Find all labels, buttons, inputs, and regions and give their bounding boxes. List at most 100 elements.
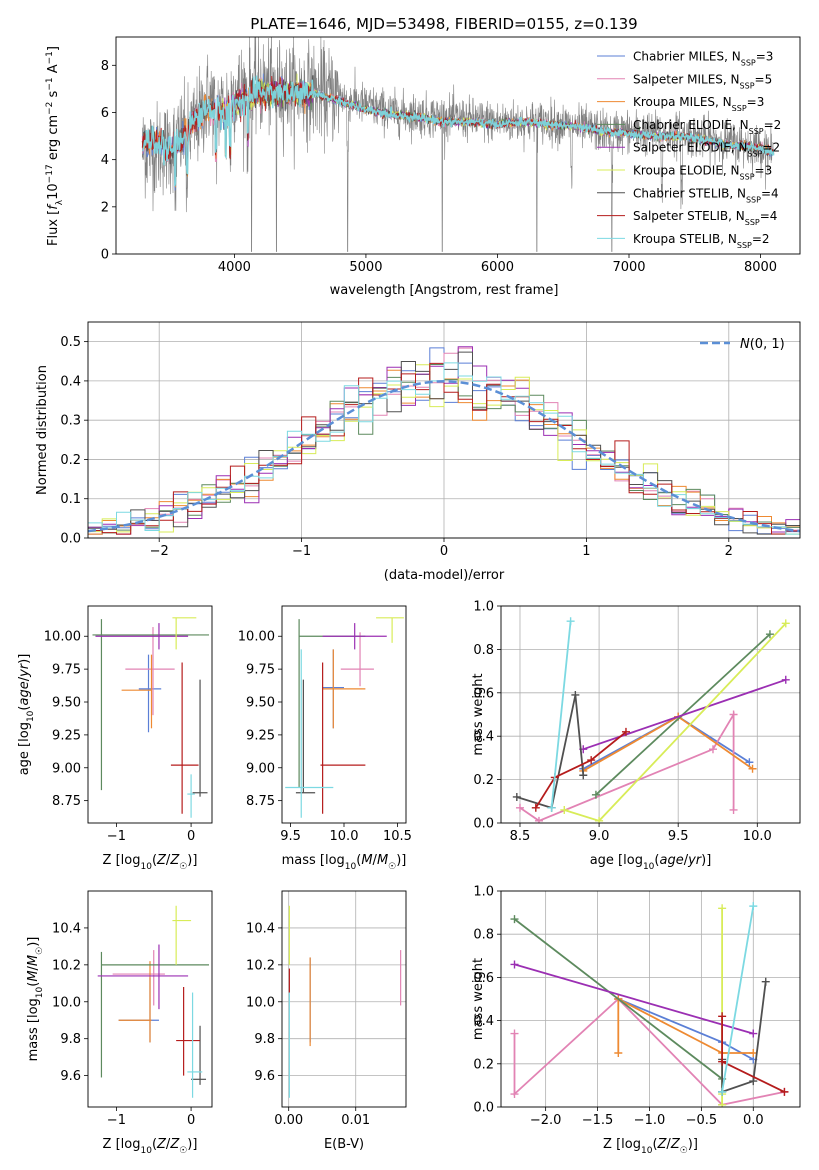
legend-series-name: Salpeter STELIB, N: [633, 209, 745, 223]
errorbar-salpeter-miles: [112, 950, 165, 1006]
label-part: (: [26, 982, 41, 987]
data-point-marker: [510, 1029, 519, 1038]
data-point-marker: [749, 1029, 758, 1038]
x-tick-label: 10.5: [383, 829, 412, 844]
x-tick-label: 10.0: [330, 829, 359, 844]
axes-frame: [281, 605, 407, 824]
x-axis-label: age [log10(age/yr)]: [590, 853, 712, 872]
x-tick-label: 5000: [349, 260, 382, 275]
y-tick-label: 6: [101, 106, 109, 121]
label-part: )]: [396, 853, 406, 868]
plot-area: [92, 617, 210, 818]
y-tick-label: 0.0: [60, 532, 81, 547]
y-tick-label: 0.3: [60, 414, 81, 429]
errorbar-salpeter-miles: [125, 627, 175, 716]
data-point-marker: [579, 771, 588, 780]
label-part: (: [652, 1137, 657, 1152]
errorbar-salpeter-miles: [340, 632, 374, 687]
panels: 4000 5000 6000 7000 8000 0 2 4 6 8 Chabrier MILES,…: [17, 36, 801, 1156]
legend-nssp: =2: [764, 118, 782, 132]
errorbar-kroupa-stelib: [187, 992, 203, 1098]
y-axis-label: age [log10(age/yr)]: [17, 654, 36, 776]
label-part: Flux [: [46, 210, 61, 246]
legend-series-name: Kroupa MILES, N: [633, 95, 732, 109]
legend-series-name: Salpeter MILES, N: [633, 72, 740, 86]
axes-frame: [87, 605, 213, 824]
label-part: −1: [45, 77, 55, 90]
label-part: (0, 1): [750, 337, 785, 352]
x-tick-label: 0.0: [743, 1113, 764, 1128]
data-point-marker: [595, 816, 604, 823]
series-salpeter-miles: [515, 710, 738, 823]
axes-frame: [87, 890, 213, 1108]
series-line: [513, 918, 723, 1080]
x-axis-label: mass [log10(M/M☉)]: [282, 853, 407, 872]
plot-area: [285, 617, 404, 818]
data-point-marker: [749, 1077, 758, 1086]
label-part: 10: [26, 710, 36, 722]
legend-nssp: =4: [761, 186, 779, 200]
label-part: M: [26, 955, 41, 966]
data-point-marker: [718, 904, 727, 913]
x-axis-label: Z [log10(Z/Z☉)]: [103, 853, 198, 872]
data-point-marker: [718, 1100, 727, 1107]
label-part: age [log: [17, 722, 32, 775]
series-line: [535, 731, 627, 809]
label-part: /: [17, 676, 32, 681]
axis-ticks: −2 −1 0 1 2 0.0 0.1 0.2 0.3 0.4 0.5: [60, 335, 733, 559]
label-part: −17: [45, 164, 55, 183]
axes-residual-histogram: −2 −1 0 1 2 0.0 0.1 0.2 0.3 0.4 0.5 N(0, 1) (data-mo…: [35, 321, 801, 583]
axis-ticks: −2.0 −1.5 −1.0 −0.5 0.0 0.0 0.2 0.4 0.6 0.8 1.0: [473, 885, 763, 1129]
x-tick-label: −2.0: [530, 1113, 562, 1128]
y-axis-label: Flux [fλ10−17 erg cm−2 s−1 A−1]: [45, 46, 65, 246]
y-tick-label: 0.5: [60, 335, 81, 350]
legend-nssp: =3: [756, 50, 774, 64]
label-part: /: [166, 853, 171, 868]
errorbar-kroupa-stelib: [285, 649, 334, 818]
y-tick-label: 9.00: [246, 761, 275, 776]
histogram-step-salpeter-stelib: [88, 362, 800, 535]
errorbar-salpeter-stelib: [320, 662, 366, 814]
legend-label-salpeter-miles: Salpeter MILES, NSSP=5: [633, 72, 772, 90]
errorbar-kroupa-elodie: [376, 617, 404, 643]
legend-label-kroupa-miles: Kroupa MILES, NSSP=3: [633, 95, 764, 113]
data-point-marker: [531, 803, 540, 812]
errorbar-kroupa-stelib: [187, 774, 195, 818]
x-tick-label: 7000: [612, 260, 645, 275]
label-part: λ: [55, 199, 65, 205]
legend-subscript: SSP: [737, 240, 752, 249]
data-point-marker: [748, 764, 757, 773]
figure-title: PLATE=1646, MJD=53498, FIBERID=0155, z=0…: [250, 15, 637, 33]
label-part: Z [log: [603, 1137, 641, 1152]
data-point-marker: [781, 675, 790, 684]
label-part: 10: [35, 986, 45, 998]
y-tick-label: 0.8: [473, 928, 494, 943]
plot-area: [510, 902, 789, 1107]
y-tick-label: 2: [101, 200, 109, 215]
label-part: M: [377, 853, 388, 868]
errorbar-salpeter-elodie: [97, 944, 189, 1010]
series-salpeter-elodie: [510, 960, 758, 1038]
label-part: mass [log: [26, 998, 41, 1061]
legend-nssp: =5: [755, 72, 773, 86]
y-tick-label: 9.8: [60, 1032, 81, 1047]
label-part: (: [654, 853, 659, 868]
y-tick-label: 0.2: [473, 773, 494, 788]
errorbar-salpeter-stelib: [170, 662, 199, 814]
series-line: [583, 678, 787, 751]
axes-mass-weight-vs-Z: −2.0 −1.5 −1.0 −0.5 0.0 0.0 0.2 0.4 0.6 0.8 1.0 Z […: [471, 885, 801, 1156]
legend-nssp: =2: [752, 232, 770, 246]
label-part: 10: [641, 1146, 653, 1156]
label-part: 10: [345, 862, 357, 872]
label-part: )]: [688, 1137, 698, 1152]
axes-spectrum: 4000 5000 6000 7000 8000 0 2 4 6 8 Chabrier MILES,…: [45, 36, 801, 298]
y-tick-label: 10.4: [246, 921, 275, 936]
data-point-marker: [510, 1090, 519, 1099]
label-part: (: [17, 706, 32, 711]
y-tick-label: 4: [101, 153, 109, 168]
y-tick-label: 0.4: [60, 374, 81, 389]
data-point-marker: [708, 745, 717, 754]
y-tick-label: 10.0: [52, 995, 81, 1010]
